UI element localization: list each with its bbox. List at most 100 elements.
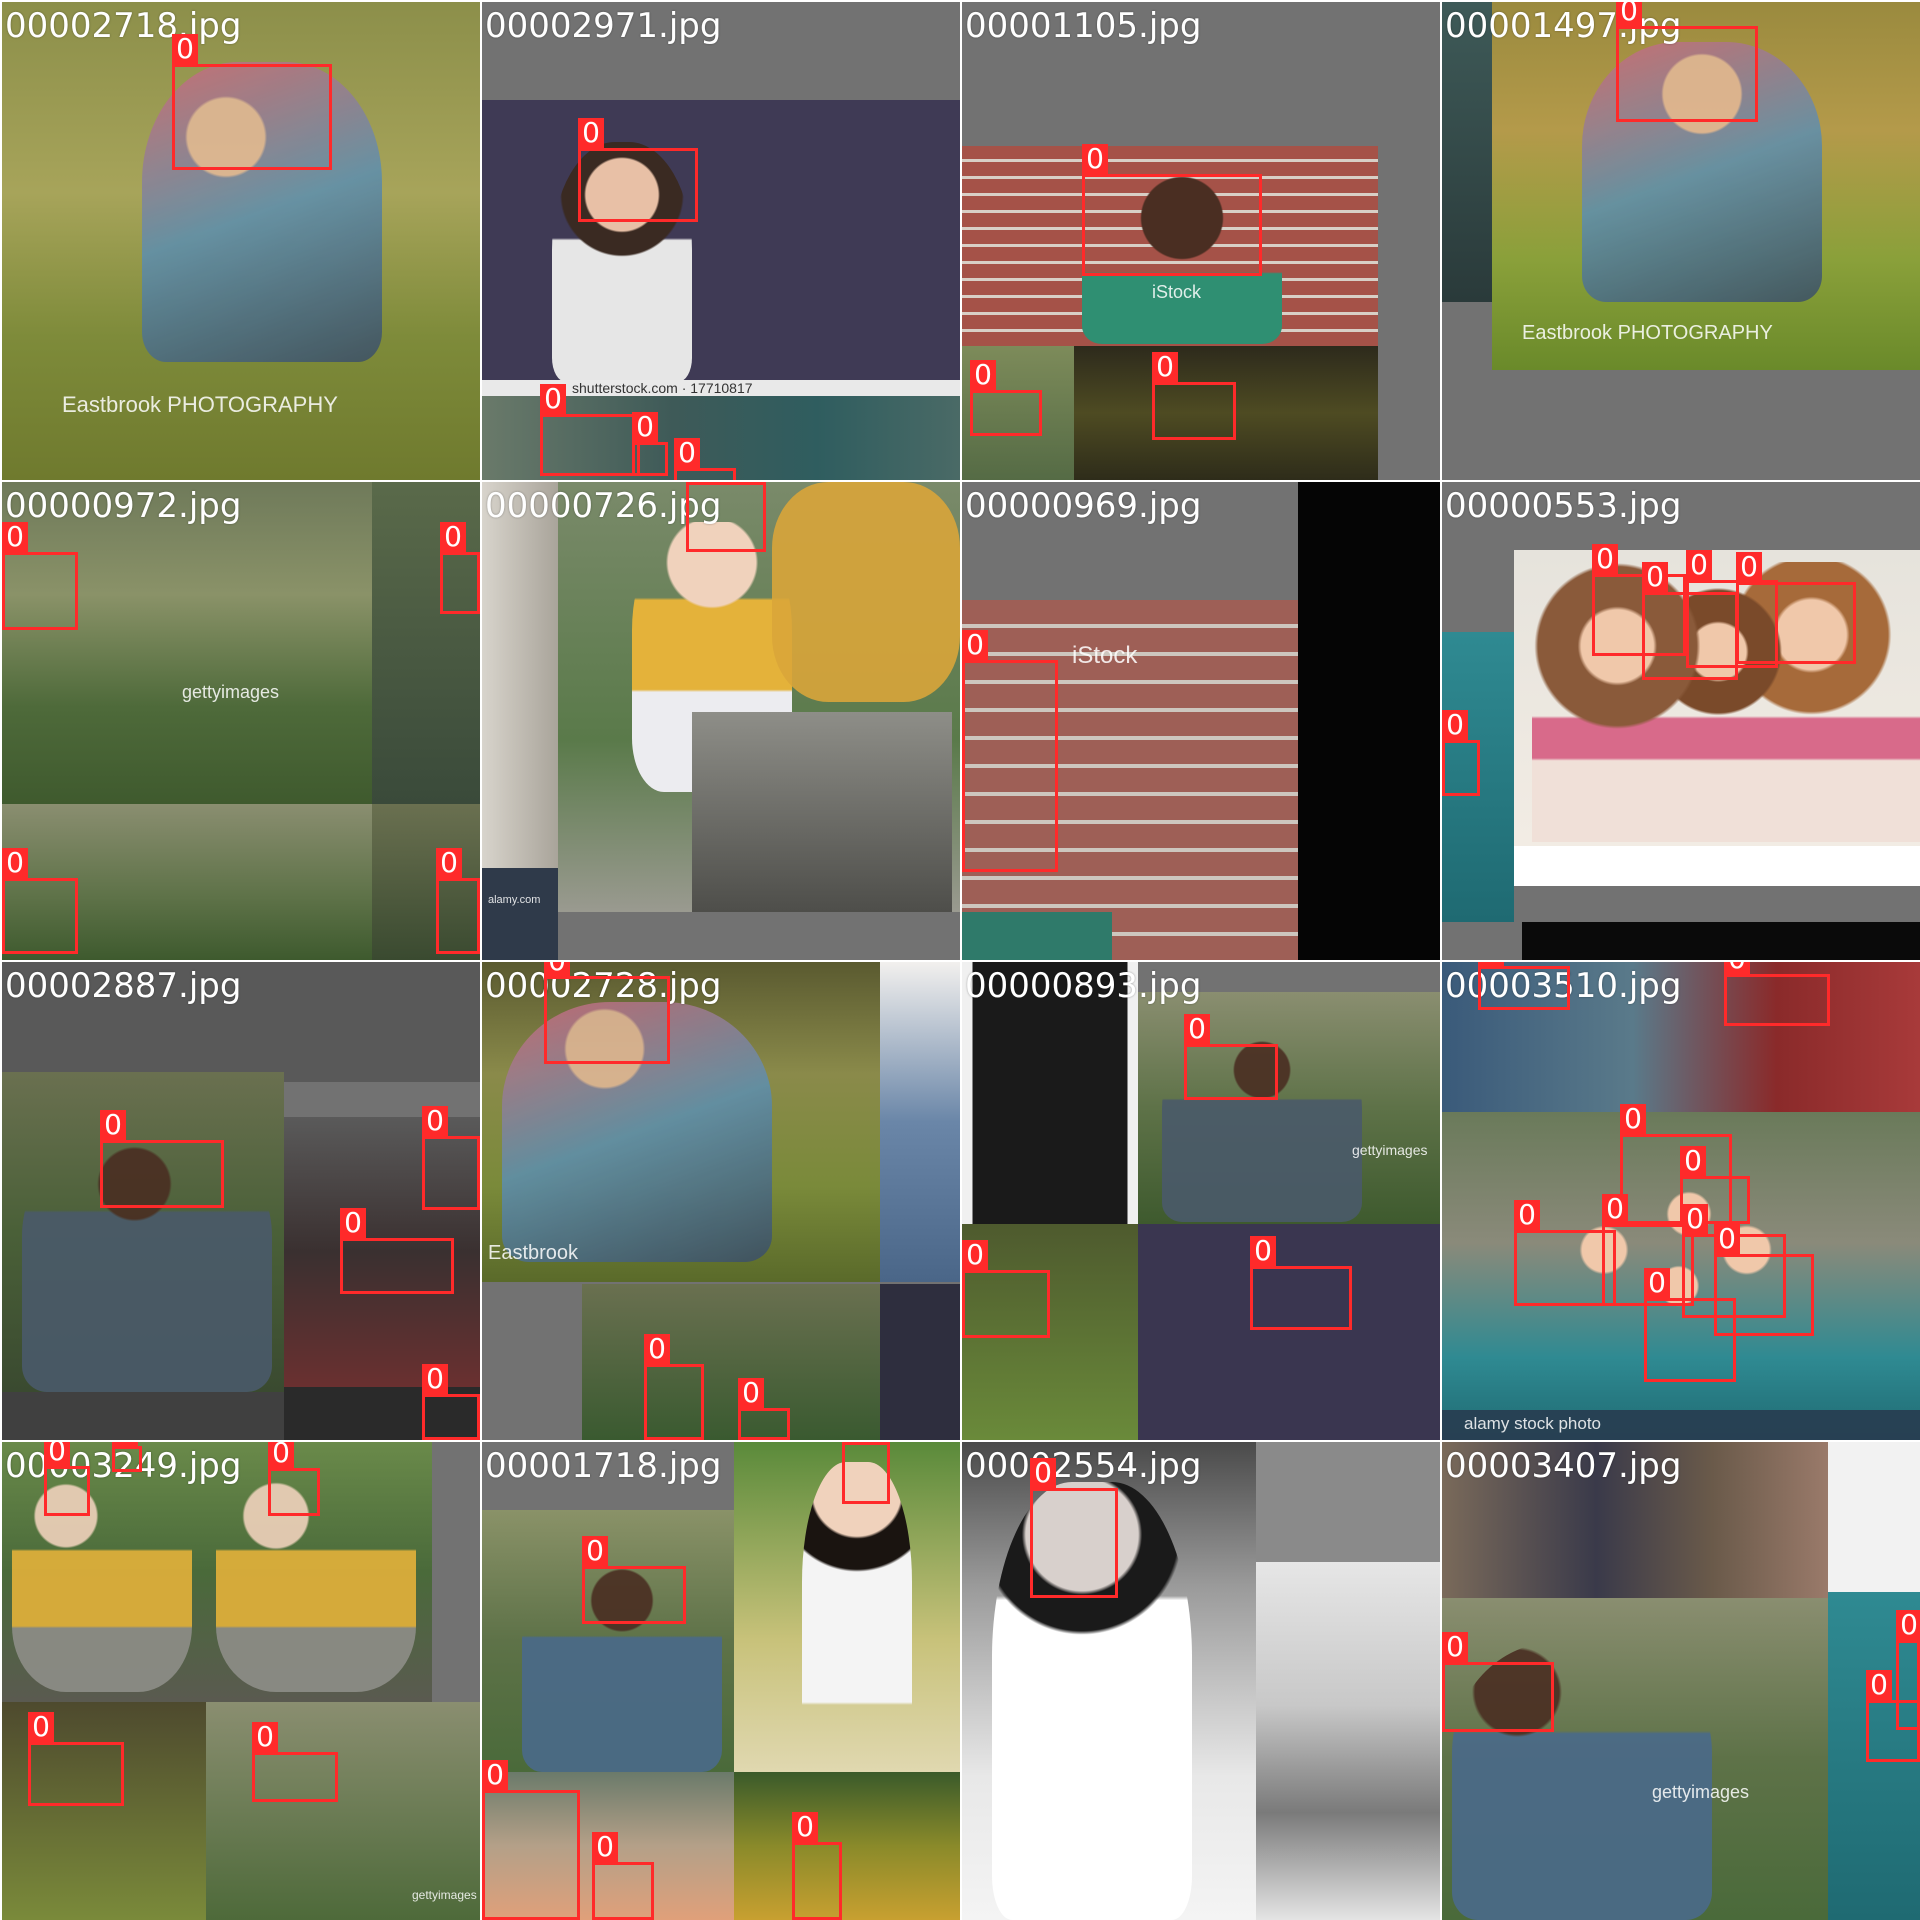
detection-label: 0 bbox=[1616, 2, 1642, 26]
tile-filename: 00002971.jpg bbox=[485, 6, 722, 46]
detection-label: 0 bbox=[1152, 352, 1178, 382]
detection-box: 0 bbox=[100, 1110, 224, 1208]
detection-box: 0 bbox=[792, 1812, 842, 1920]
tile-photo-subject bbox=[12, 1472, 192, 1692]
tile-photo bbox=[2, 482, 372, 804]
detection-label: 0 bbox=[1478, 962, 1504, 966]
detection-label: 0 bbox=[44, 1442, 70, 1466]
mosaic-tile: Eastbrook PHOTOGRAPHY 00002718.jpg 0 bbox=[2, 2, 480, 480]
detection-box: 0 bbox=[1184, 1014, 1278, 1100]
detection-label: 0 bbox=[792, 1812, 818, 1842]
detection-label: 0 bbox=[544, 962, 570, 976]
detection-box: 0 bbox=[1442, 710, 1480, 796]
detection-box: 0 bbox=[172, 34, 332, 170]
tile-photo bbox=[962, 912, 1112, 960]
detection-label: 0 bbox=[482, 1760, 508, 1790]
tile-photo bbox=[1256, 1562, 1440, 1920]
detection-box: 0 bbox=[1686, 550, 1778, 668]
detection-label: 0 bbox=[632, 412, 658, 442]
mosaic-tile: 00000553.jpg 0 0 0 0 0 bbox=[1442, 482, 1920, 960]
detection-label: 0 bbox=[1896, 1610, 1920, 1640]
detection-box: 0 bbox=[1152, 352, 1236, 440]
detection-label: 0 bbox=[592, 1832, 618, 1862]
mosaic-tile: 00002554.jpg 0 bbox=[962, 1442, 1440, 1920]
detection-box: 0 bbox=[962, 630, 1058, 872]
mosaic-tile: gettyimages 00000893.jpg 0 0 0 bbox=[962, 962, 1440, 1440]
detection-box: 0 bbox=[1602, 1194, 1694, 1306]
detection-label: 0 bbox=[1724, 962, 1750, 974]
tile-photo bbox=[1442, 1410, 1920, 1440]
tile-photo-subject bbox=[216, 1472, 416, 1692]
detection-box: 0 bbox=[1616, 2, 1758, 122]
tile-watermark: gettyimages bbox=[1352, 1142, 1428, 1158]
detection-box: 0 bbox=[644, 1334, 704, 1440]
detection-box: 0 bbox=[674, 438, 736, 480]
detection-box: 0 bbox=[1442, 1632, 1554, 1732]
detection-box: 0 bbox=[422, 1364, 480, 1440]
tile-photo bbox=[962, 1224, 1138, 1440]
detection-box: 0 bbox=[1866, 1670, 1920, 1762]
detection-label: 0 bbox=[1644, 1268, 1670, 1298]
tile-filename: 00000893.jpg bbox=[965, 966, 1202, 1006]
detection-box: 0 bbox=[1478, 962, 1570, 1010]
detection-label: 0 bbox=[340, 1208, 366, 1238]
tile-watermark: Eastbrook PHOTOGRAPHY bbox=[1522, 322, 1773, 344]
tile-filename: 00002718.jpg bbox=[5, 6, 242, 46]
detection-box: 0 bbox=[44, 1442, 90, 1516]
detection-label: 0 bbox=[970, 360, 996, 390]
tile-photo bbox=[880, 1284, 960, 1440]
detection-label: 0 bbox=[578, 118, 604, 148]
tile-photo bbox=[734, 1772, 960, 1920]
detection-label: 0 bbox=[100, 1110, 126, 1140]
tile-photo bbox=[1828, 1592, 1920, 1920]
tile-watermark: shutterstock.com · 17710817 bbox=[572, 380, 753, 396]
tile-filename: 00002887.jpg bbox=[5, 966, 242, 1006]
detection-box: 0 bbox=[962, 1240, 1050, 1338]
tile-photo bbox=[372, 804, 480, 960]
tile-watermark: Eastbrook PHOTOGRAPHY bbox=[62, 392, 338, 417]
tile-filename: 00000972.jpg bbox=[5, 486, 242, 526]
detection-box: 0 bbox=[686, 482, 766, 552]
detection-box: 0 bbox=[422, 1106, 480, 1210]
tile-photo-subject bbox=[772, 482, 960, 702]
detection-label: 0 bbox=[1602, 1194, 1628, 1224]
mosaic-tile: alamy.com 00000726.jpg 0 bbox=[482, 482, 960, 960]
mosaic-tile: 00001718.jpg 0 0 0 0 0 bbox=[482, 1442, 960, 1920]
detection-label: 0 bbox=[738, 1378, 764, 1408]
tile-watermark: gettyimages bbox=[182, 682, 280, 702]
tile-photo bbox=[206, 1702, 480, 1920]
detection-label: 0 bbox=[1680, 1146, 1706, 1176]
detection-box: 0 bbox=[1724, 962, 1830, 1026]
tile-photo bbox=[1442, 1442, 1828, 1598]
tile-photo-subject bbox=[522, 1552, 722, 1772]
detection-box: 0 bbox=[1250, 1236, 1352, 1330]
detection-label: 0 bbox=[644, 1334, 670, 1364]
detection-label: 0 bbox=[1082, 144, 1108, 174]
tile-photo-subject bbox=[22, 1132, 272, 1392]
detection-box: 0 bbox=[440, 522, 480, 614]
tile-photo bbox=[1256, 1442, 1440, 1562]
detection-label: 0 bbox=[962, 630, 988, 660]
detection-box: 0 bbox=[1620, 1104, 1732, 1224]
tile-watermark: Eastbrook bbox=[488, 1242, 579, 1264]
detection-label: 0 bbox=[112, 1442, 138, 1446]
tile-photo bbox=[1522, 922, 1920, 960]
detection-label: 0 bbox=[540, 384, 566, 414]
detection-label: 0 bbox=[1620, 1104, 1646, 1134]
tile-photo-subject bbox=[552, 142, 692, 382]
tile-filename: 00003510.jpg bbox=[1445, 966, 1682, 1006]
detection-label: 0 bbox=[1514, 1200, 1540, 1230]
mosaic-tile: shutterstock.com · 17710817 00002971.jpg… bbox=[482, 2, 960, 480]
tile-watermark: iStock bbox=[1152, 282, 1202, 302]
detection-box: 0 bbox=[2, 522, 78, 630]
detection-label: 0 bbox=[252, 1722, 278, 1752]
tile-photo bbox=[1298, 482, 1440, 960]
detection-label: 0 bbox=[1686, 550, 1712, 580]
mosaic-tile: gettyimages 00000972.jpg 0 0 0 0 bbox=[2, 482, 480, 960]
mosaic-tile: gettyimages 00003249.jpg 0 0 0 0 0 bbox=[2, 1442, 480, 1920]
mosaic-tile: gettyimages 00003407.jpg 0 0 0 bbox=[1442, 1442, 1920, 1920]
tile-photo-subject bbox=[992, 1482, 1192, 1920]
tile-photo bbox=[1442, 2, 1492, 302]
detection-label: 0 bbox=[2, 848, 28, 878]
detection-box: 0 bbox=[592, 1832, 654, 1920]
